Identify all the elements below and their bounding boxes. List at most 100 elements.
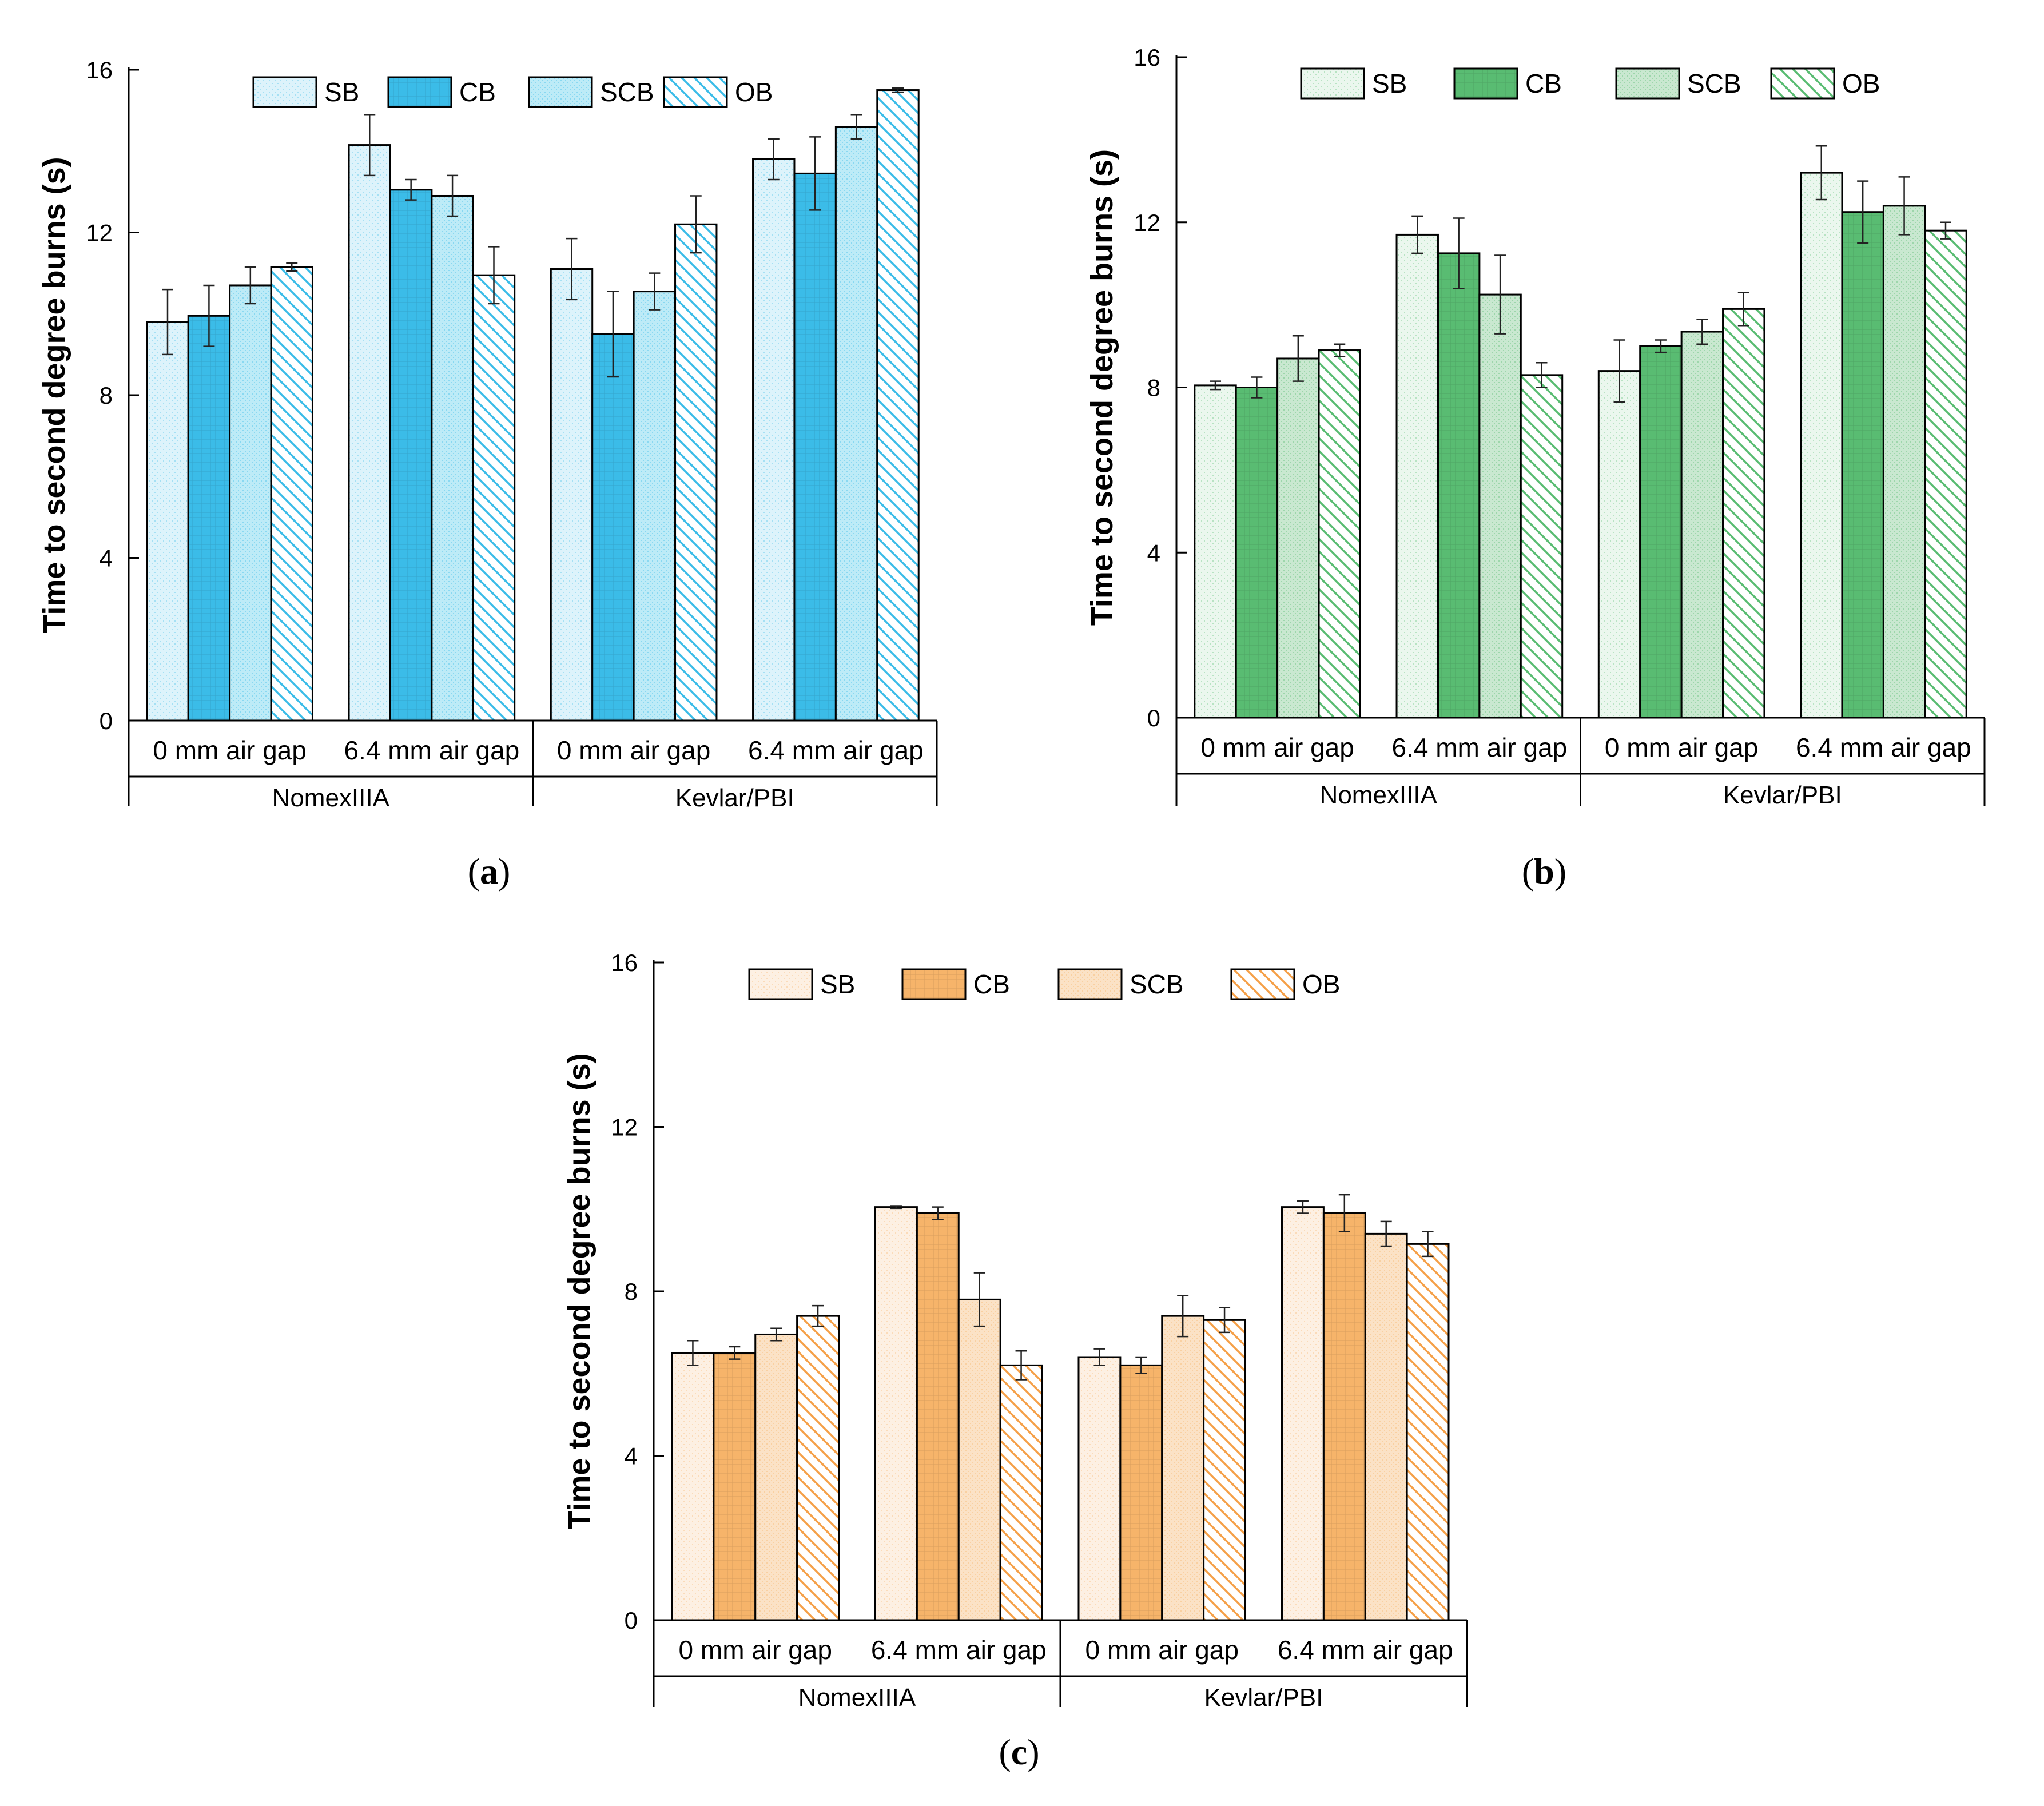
category-label-b-1: 6.4 mm air gap [1391, 733, 1567, 762]
error-bar-a-CB-2 [607, 291, 619, 378]
error-bar-a-OB-0 [286, 262, 298, 272]
error-bar-b-SCB-3 [1898, 176, 1910, 236]
error-bar-b-OB-2 [1737, 292, 1749, 327]
bar-c-SCB-1 [957, 1298, 1001, 1621]
bar-b-SB-0 [1194, 384, 1237, 719]
bar-b-SB-1 [1395, 233, 1439, 719]
legend-swatch-a-SB [252, 76, 317, 108]
error-bar-c-SCB-0 [770, 1327, 782, 1342]
y-axis-label-b: Time to second degree burns (s) [1085, 149, 1119, 626]
error-bar-c-CB-1 [932, 1206, 944, 1220]
legend-swatch-a-SCB [528, 76, 593, 108]
bar-a-SCB-1 [431, 194, 474, 722]
legend-label-a-SB: SB [324, 77, 359, 107]
chart-panel-b: 0 4 8 12 16 Time to second degree burns (s) 0 … [1085, 44, 1986, 892]
category-label-b-3: 6.4 mm air gap [1796, 733, 1971, 762]
legend-label-a-OB: OB [735, 77, 773, 107]
bar-a-SB-1 [348, 144, 391, 722]
error-bar-b-SB-3 [1815, 145, 1827, 201]
error-bar-a-SCB-0 [244, 266, 256, 305]
bar-b-SCB-2 [1680, 331, 1724, 719]
legend-label-a-SCB: SCB [600, 77, 654, 107]
bar-a-CB-0 [187, 315, 231, 722]
error-bar-b-CB-1 [1453, 217, 1465, 289]
legend-label-c-CB: CB [973, 969, 1010, 999]
group-label-b-0: NomexIIIA [1320, 781, 1438, 809]
bar-a-SB-0 [146, 321, 189, 722]
error-bar-a-SCB-1 [447, 174, 459, 217]
bar-a-CB-3 [793, 172, 837, 722]
category-label-c-3: 6.4 mm air gap [1278, 1635, 1453, 1665]
bar-b-SB-3 [1800, 172, 1843, 719]
y-tick-label-a-2: 8 [100, 382, 113, 409]
legend-b: SB CB SCB OB [1300, 67, 1880, 100]
panel-letter-b: b [1534, 851, 1554, 892]
bar-c-CB-1 [916, 1212, 960, 1621]
error-bar-c-OB-0 [812, 1304, 824, 1327]
error-bar-c-SB-1 [890, 1205, 902, 1210]
error-bar-b-SB-2 [1613, 339, 1625, 403]
bar-b-SB-2 [1597, 370, 1641, 719]
error-bar-a-OB-2 [690, 195, 702, 254]
error-bar-c-SCB-2 [1177, 1294, 1189, 1338]
error-bar-b-CB-2 [1655, 339, 1667, 353]
group-label-b-1: Kevlar/PBI [1723, 781, 1842, 809]
legend-label-b-OB: OB [1842, 69, 1880, 98]
error-bar-a-SB-2 [566, 237, 578, 301]
legend-swatch-c-SB [748, 968, 813, 1000]
error-bar-c-CB-0 [729, 1346, 741, 1360]
error-bar-c-CB-2 [1135, 1356, 1147, 1374]
y-tick-label-c-0: 0 [625, 1607, 638, 1634]
error-bar-b-CB-3 [1857, 180, 1869, 244]
legend-swatch-b-SCB [1615, 67, 1680, 100]
error-bar-a-SB-1 [364, 113, 376, 177]
error-bar-c-OB-2 [1219, 1307, 1231, 1334]
legend-swatch-b-CB [1453, 67, 1518, 100]
bar-c-OB-0 [796, 1315, 840, 1621]
y-tick-label-a-1: 4 [100, 545, 113, 572]
y-axis-label-a: Time to second degree burns (s) [37, 157, 71, 633]
panel-letter-a: a [480, 851, 498, 892]
panel-label-c: (c) [999, 1732, 1039, 1772]
bar-a-SCB-0 [229, 284, 272, 722]
bar-a-SCB-3 [834, 126, 878, 722]
bar-c-SB-3 [1281, 1206, 1325, 1621]
bar-c-SB-0 [671, 1352, 715, 1621]
legend-label-b-SB: SB [1372, 69, 1407, 98]
bar-b-CB-3 [1841, 211, 1884, 719]
error-bar-c-OB-1 [1015, 1350, 1027, 1381]
error-bar-b-OB-3 [1939, 221, 1951, 240]
error-bar-b-OB-1 [1536, 361, 1548, 388]
category-label-c-2: 0 mm air gap [1085, 1635, 1239, 1665]
bar-a-SB-2 [550, 268, 594, 722]
error-bar-b-SCB-1 [1494, 254, 1506, 335]
y-tick-label-c-2: 8 [625, 1278, 638, 1305]
bar-b-OB-0 [1318, 349, 1361, 719]
error-bar-a-OB-1 [488, 246, 500, 305]
bar-c-CB-0 [713, 1352, 757, 1621]
bar-b-OB-2 [1722, 308, 1765, 719]
category-label-b-0: 0 mm air gap [1200, 733, 1354, 762]
error-bar-a-CB-0 [203, 284, 215, 347]
category-label-c-0: 0 mm air gap [679, 1635, 832, 1665]
legend-label-c-SCB: SCB [1130, 969, 1184, 999]
category-label-b-2: 0 mm air gap [1605, 733, 1758, 762]
panel-label-a: (a) [468, 851, 511, 892]
bar-c-SCB-3 [1364, 1232, 1408, 1621]
category-label-a-2: 0 mm air gap [557, 735, 710, 765]
bar-c-OB-2 [1203, 1319, 1247, 1621]
legend-label-c-SB: SB [820, 969, 855, 999]
bar-b-SCB-0 [1276, 357, 1320, 719]
y-tick-label-c-4: 16 [611, 949, 638, 976]
legend-swatch-b-SB [1300, 67, 1365, 100]
group-label-a-0: NomexIIIA [272, 784, 390, 812]
bar-b-SCB-1 [1478, 293, 1522, 719]
bar-a-SB-3 [752, 158, 796, 722]
error-bar-a-SB-0 [162, 288, 174, 356]
legend-swatch-c-OB [1230, 968, 1295, 1000]
bar-c-OB-3 [1406, 1243, 1450, 1621]
bar-b-SCB-3 [1882, 205, 1926, 719]
error-bar-c-SCB-3 [1380, 1220, 1392, 1247]
y-tick-label-a-0: 0 [100, 707, 113, 734]
y-tick-label-a-4: 16 [86, 57, 113, 83]
